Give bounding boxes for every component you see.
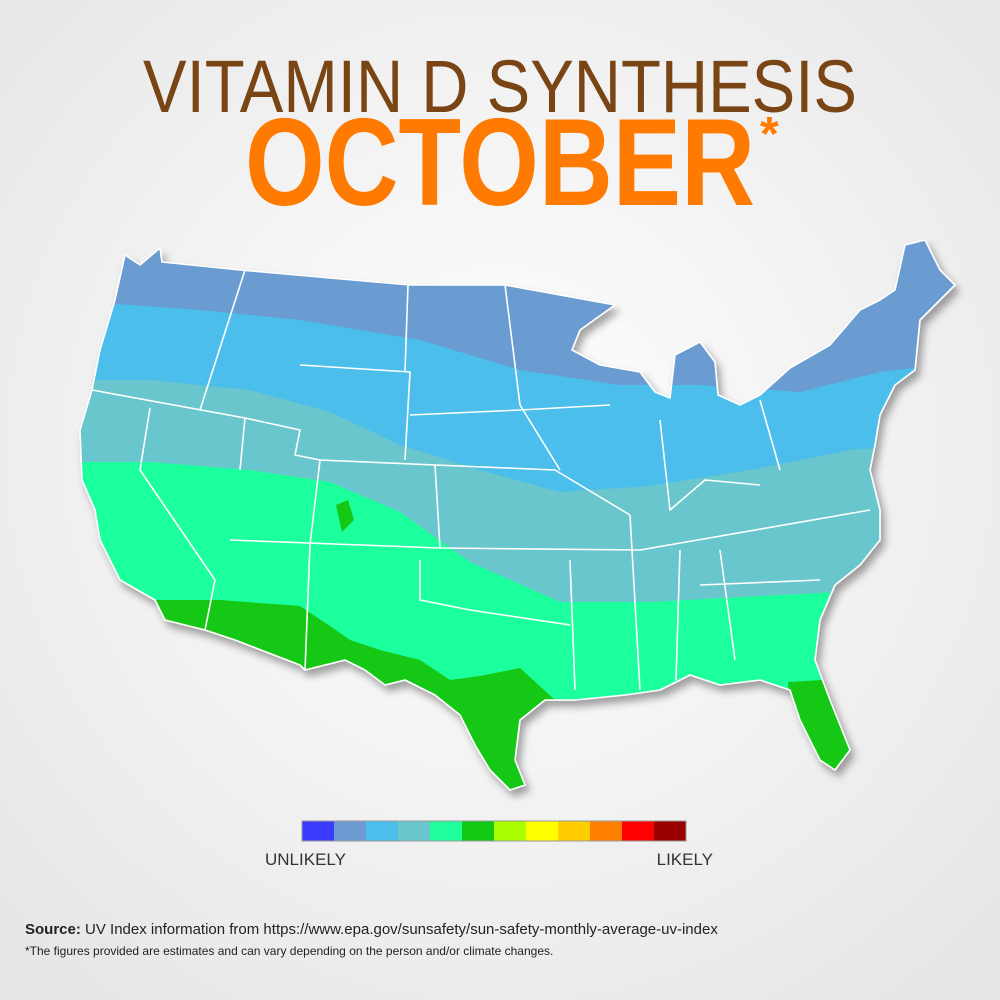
legend-swatch — [526, 821, 558, 841]
zone — [336, 500, 354, 532]
legend-swatch — [398, 821, 430, 841]
legend-swatch — [430, 821, 462, 841]
legend-swatch — [462, 821, 494, 841]
month: OCTOBER — [245, 94, 755, 232]
legend-swatch — [366, 821, 398, 841]
source: Source: UV Index information from https:… — [25, 921, 718, 938]
legend-high-label: LIKELY — [657, 850, 713, 869]
legend-swatch — [494, 821, 526, 841]
legend-swatch — [558, 821, 590, 841]
legend-frame — [301, 820, 687, 842]
legend — [301, 820, 687, 842]
state-borders — [91, 269, 871, 691]
footnote: *The figures provided are estimates and … — [25, 944, 553, 958]
legend-swatch — [302, 821, 334, 841]
asterisk: * — [760, 108, 779, 161]
legend-swatch — [622, 821, 654, 841]
source-text: UV Index information from https://www.ep… — [85, 921, 718, 938]
title: VITAMIN D SYNTHESIS — [143, 45, 857, 128]
legend-swatch — [654, 821, 686, 841]
source-label: Source: — [25, 921, 81, 938]
legend-swatch — [590, 821, 622, 841]
legend-low-label: UNLIKELY — [265, 850, 346, 869]
legend-swatch — [334, 821, 366, 841]
